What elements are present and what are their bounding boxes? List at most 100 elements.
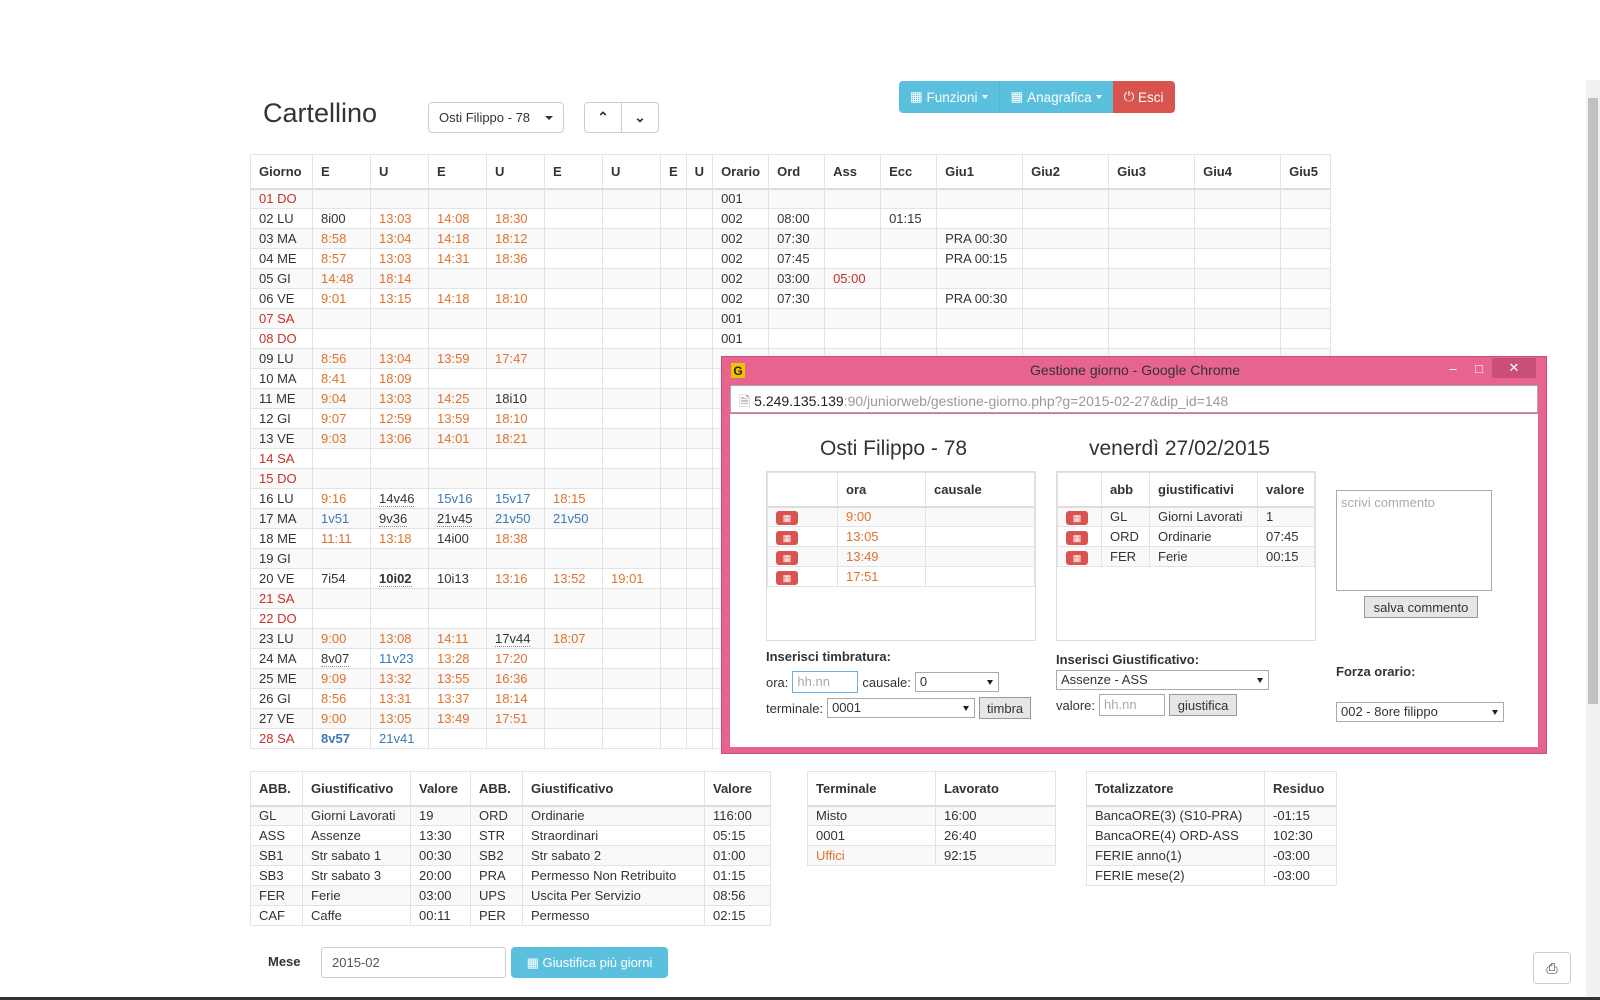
punch-cell[interactable]: 9:00 [312,628,371,649]
punch-cell[interactable] [312,328,371,349]
punch-cell[interactable] [602,628,661,649]
punch-cell[interactable] [602,248,661,269]
punch-cell[interactable] [370,588,429,609]
punch-cell[interactable] [370,548,429,569]
punch-cell[interactable] [486,268,545,289]
punch-cell[interactable]: 8:41 [312,368,371,389]
punch-cell[interactable]: 14i00 [428,528,487,549]
punch-cell[interactable] [370,608,429,629]
punch-cell[interactable]: 14v46 [370,488,429,509]
punch-cell[interactable] [544,248,603,269]
punch-cell[interactable] [685,528,714,549]
punch-cell[interactable] [660,708,687,729]
punch-cell[interactable]: 9:07 [312,408,371,429]
chevron-up-icon[interactable]: ⌃ [585,103,622,132]
punch-cell[interactable]: 21v50 [486,508,545,529]
punch-cell[interactable] [602,348,661,369]
punch-cell[interactable]: 18:09 [370,368,429,389]
punch-cell[interactable] [602,448,661,469]
punch-cell[interactable]: 10i02 [370,568,429,589]
giustifica-piu-giorni-button[interactable]: ▦ Giustifica più giorni [511,947,668,978]
punch-cell[interactable] [428,328,487,349]
punch-cell[interactable] [544,648,603,669]
punch-cell[interactable] [370,308,429,329]
day-row[interactable]: 01 DO 001 [250,188,1332,209]
punch-cell[interactable] [486,588,545,609]
punch-cell[interactable] [602,188,661,209]
punch-cell[interactable]: 13:37 [428,688,487,709]
chevron-down-icon[interactable]: ⌄ [634,109,646,125]
punch-cell[interactable] [660,548,687,569]
punch-cell[interactable] [486,328,545,349]
punch-cell[interactable] [660,308,687,329]
terminale-select[interactable]: 0001 [827,698,976,718]
punch-cell[interactable]: 18:07 [544,628,603,649]
punch-cell[interactable] [660,408,687,429]
punch-cell[interactable] [544,288,603,309]
punch-cell[interactable] [660,508,687,529]
punch-cell[interactable] [685,388,714,409]
punch-cell[interactable] [685,268,714,289]
punch-cell[interactable] [370,448,429,469]
punch-cell[interactable]: 13:28 [428,648,487,669]
punch-cell[interactable]: 17:51 [486,708,545,729]
punch-cell[interactable]: 8v07 [312,648,371,669]
punch-cell[interactable] [685,508,714,529]
anagrafica-menu-button[interactable]: ▦ Anagrafica [999,81,1113,113]
esci-button[interactable]: ⏻ Esci [1112,81,1175,113]
punch-cell[interactable]: 13:05 [370,708,429,729]
punch-cell[interactable] [685,228,714,249]
punch-cell[interactable] [602,268,661,289]
punch-cell[interactable] [312,608,371,629]
punch-cell[interactable] [428,588,487,609]
punch-cell[interactable] [486,188,545,209]
punch-cell[interactable] [660,388,687,409]
punch-cell[interactable] [486,468,545,489]
comment-textarea[interactable]: scrivi commento [1336,490,1492,591]
punch-cell[interactable] [660,608,687,629]
punch-cell[interactable] [428,548,487,569]
punch-cell[interactable] [544,348,603,369]
punch-cell[interactable] [486,728,545,749]
punch-cell[interactable]: 13:59 [428,348,487,369]
punch-cell[interactable] [486,368,545,389]
punch-cell[interactable] [602,428,661,449]
punch-cell[interactable] [312,448,371,469]
url-bar[interactable]: 🗎 5.249.135.139:90/juniorweb/gestione-gi… [730,385,1538,413]
punch-cell[interactable] [660,448,687,469]
punch-cell[interactable]: 9:01 [312,288,371,309]
punch-cell[interactable]: 13:08 [370,628,429,649]
punch-cell[interactable]: 17:20 [486,648,545,669]
punch-cell[interactable] [685,728,714,749]
day-row[interactable]: 07 SA 001 [250,308,1332,329]
punch-cell[interactable] [602,508,661,529]
punch-cell[interactable]: 8:56 [312,688,371,709]
punch-cell[interactable] [428,188,487,209]
day-row[interactable]: 03 MA 8:58 13:04 14:18 18:12 002 07:30 PRA 00:3… [250,228,1332,249]
punch-cell[interactable]: 17:47 [486,348,545,369]
scrollbar-thumb[interactable] [1588,98,1598,704]
punch-cell[interactable]: 9:03 [312,428,371,449]
punch-cell[interactable] [660,188,687,209]
punch-cell[interactable] [544,388,603,409]
punch-cell[interactable]: 14:25 [428,388,487,409]
punch-cell[interactable]: 13:59 [428,408,487,429]
punch-cell[interactable]: 21v45 [428,508,487,529]
punch-cell[interactable] [685,188,714,209]
punch-cell[interactable] [685,548,714,569]
punch-cell[interactable] [544,528,603,549]
punch-cell[interactable] [312,188,371,209]
punch-cell[interactable] [685,308,714,329]
punch-cell[interactable] [660,368,687,389]
punch-cell[interactable]: 9v36 [370,508,429,529]
punch-cell[interactable] [486,608,545,629]
punch-cell[interactable] [602,588,661,609]
day-row[interactable]: 06 VE 9:01 13:15 14:18 18:10 002 07:30 PRA 00:3… [250,288,1332,309]
punch-cell[interactable] [428,308,487,329]
causale-select[interactable]: 0 [914,672,999,692]
punch-cell[interactable] [685,648,714,669]
punch-cell[interactable] [544,208,603,229]
punch-cell[interactable]: 8:58 [312,228,371,249]
punch-cell[interactable] [685,628,714,649]
punch-cell[interactable]: 13:06 [370,428,429,449]
